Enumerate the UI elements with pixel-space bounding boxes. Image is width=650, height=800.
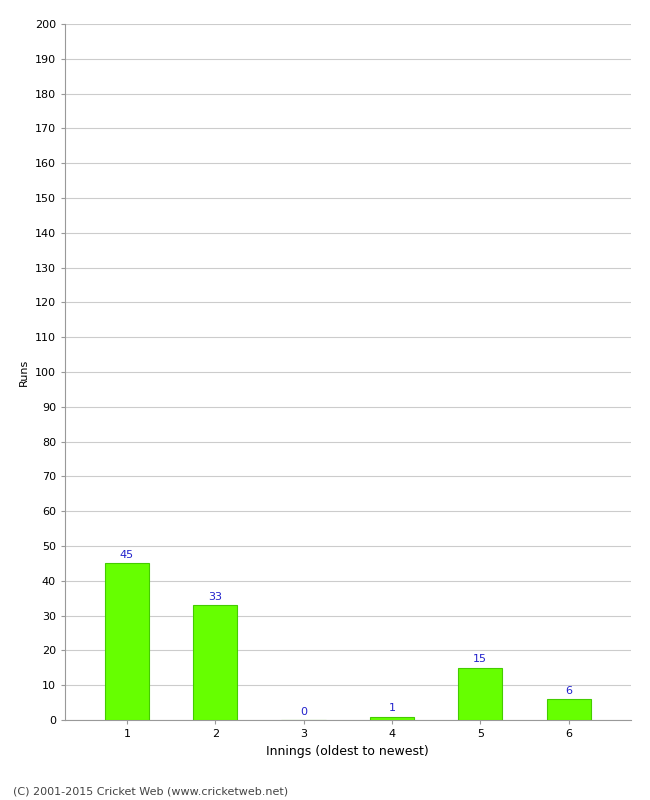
X-axis label: Innings (oldest to newest): Innings (oldest to newest) <box>266 745 429 758</box>
Text: (C) 2001-2015 Cricket Web (www.cricketweb.net): (C) 2001-2015 Cricket Web (www.cricketwe… <box>13 786 288 796</box>
Text: 0: 0 <box>300 706 307 717</box>
Text: 45: 45 <box>120 550 134 560</box>
Text: 1: 1 <box>389 703 395 713</box>
Bar <box>547 699 591 720</box>
Y-axis label: Runs: Runs <box>20 358 29 386</box>
Bar <box>193 605 237 720</box>
Bar <box>458 668 502 720</box>
Bar <box>370 717 414 720</box>
Bar <box>105 563 149 720</box>
Text: 15: 15 <box>473 654 488 664</box>
Text: 33: 33 <box>208 592 222 602</box>
Text: 6: 6 <box>565 686 572 696</box>
